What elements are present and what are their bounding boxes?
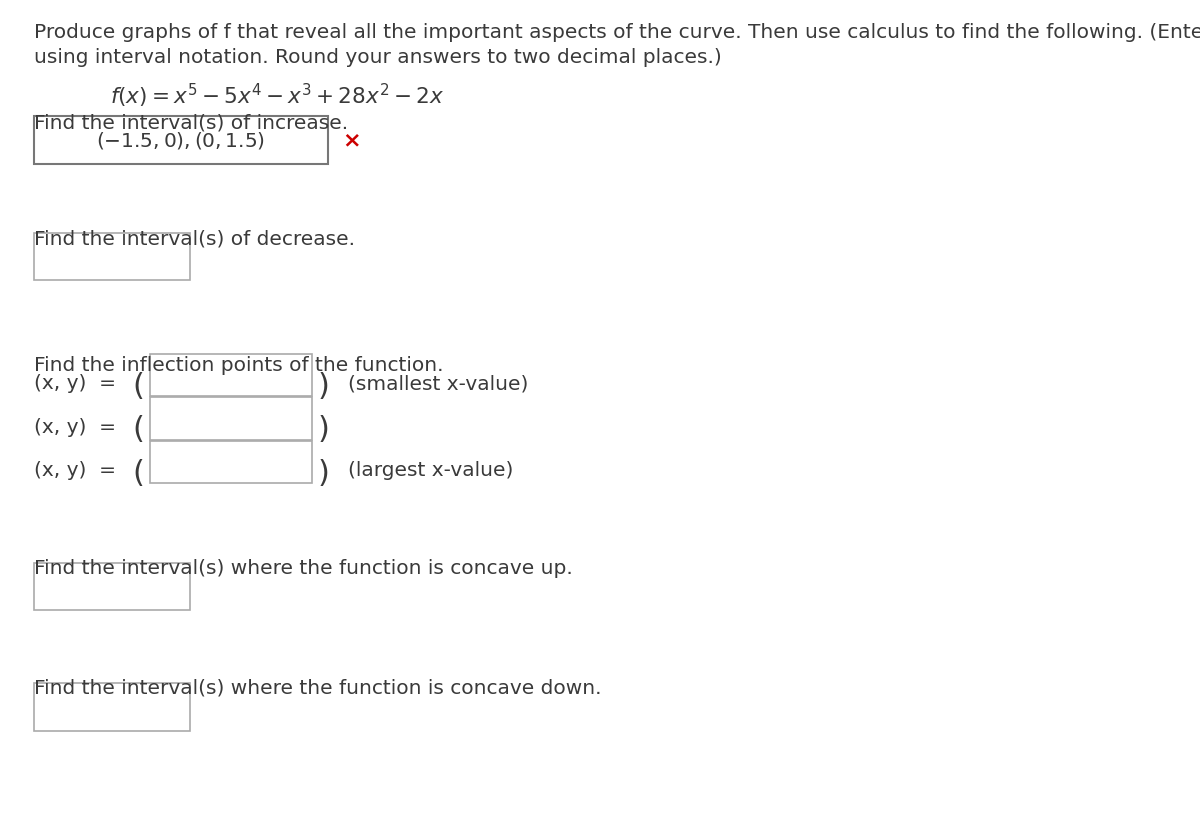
Text: (x, y)  =: (x, y) = (34, 374, 115, 393)
Text: (x, y)  =: (x, y) = (34, 461, 115, 480)
Text: (: ( (132, 459, 144, 487)
Text: $f(x) = x^5 - 5x^4 - x^3 + 28x^2 - 2x$: $f(x) = x^5 - 5x^4 - x^3 + 28x^2 - 2x$ (110, 82, 444, 110)
Text: (largest x-value): (largest x-value) (348, 461, 514, 480)
Text: Find the interval(s) where the function is concave up.: Find the interval(s) where the function … (34, 559, 572, 577)
Text: ×: × (342, 130, 361, 150)
Text: Find the interval(s) of increase.: Find the interval(s) of increase. (34, 113, 348, 132)
Text: (x, y)  =: (x, y) = (34, 418, 115, 437)
Text: using interval notation. Round your answers to two decimal places.): using interval notation. Round your answ… (34, 48, 721, 66)
Text: Find the inflection points of the function.: Find the inflection points of the functi… (34, 356, 443, 375)
Text: (: ( (132, 372, 144, 400)
Text: (smallest x-value): (smallest x-value) (348, 374, 528, 393)
Text: ): ) (318, 372, 330, 400)
Text: (: ( (132, 415, 144, 444)
Text: Produce graphs of f that reveal all the important aspects of the curve. Then use: Produce graphs of f that reveal all the … (34, 23, 1200, 42)
Text: Find the interval(s) of decrease.: Find the interval(s) of decrease. (34, 229, 355, 248)
Text: ): ) (318, 459, 330, 487)
Text: $(-1.5,0),(0,1.5)$: $(-1.5,0),(0,1.5)$ (96, 129, 265, 151)
Text: ): ) (318, 415, 330, 444)
Text: Find the interval(s) where the function is concave down.: Find the interval(s) where the function … (34, 678, 601, 697)
